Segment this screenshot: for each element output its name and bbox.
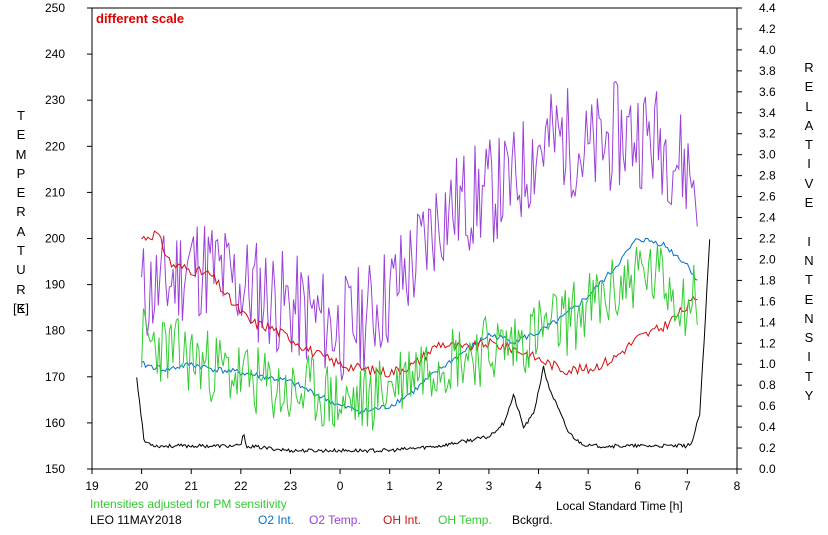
- x-tick-label: 1: [386, 479, 393, 493]
- axis-label-letter: I: [807, 233, 811, 249]
- y-left-tick-label: 180: [45, 324, 65, 338]
- y-right-tick-label: 3.4: [759, 106, 776, 120]
- y-right-tick-label: 0.0: [759, 462, 776, 476]
- y-left-tick-label: 200: [45, 232, 65, 246]
- y-left-tick-label: 190: [45, 278, 65, 292]
- y-right-tick-label: 4.0: [759, 43, 776, 57]
- axes-layer: 19 20 21 22 23 0 1 2 3 4 5 6 7 8150160170180190200210…: [45, 1, 776, 493]
- axis-label-letter: E: [804, 291, 814, 307]
- axis-label-letter: R: [16, 204, 26, 220]
- y-right-tick-label: 3.0: [759, 148, 776, 162]
- axis-label-letter: A: [16, 223, 26, 239]
- scale-note: different scale: [96, 11, 185, 26]
- legend-entry: Bckgrd.: [512, 513, 553, 527]
- y-right-tick-label: 0.4: [759, 420, 776, 434]
- axis-label-letter: L: [805, 98, 813, 114]
- y-left-tick-label: 210: [45, 185, 65, 199]
- y-right-tick-label: 0.2: [759, 441, 776, 455]
- series-line-o2-temp-: [141, 81, 698, 381]
- x-tick-label: 6: [634, 479, 641, 493]
- y-right-tick-label: 2.6: [759, 190, 776, 204]
- axis-label-letter: T: [805, 137, 813, 153]
- axis-label-letter: E: [16, 300, 26, 316]
- footnote: Intensities adjusted for PM sensitivity: [90, 497, 287, 511]
- axis-label-letter: [800, 212, 818, 231]
- y-right-tick-label: 3.2: [759, 127, 776, 141]
- legend-entry: OH Int.: [383, 513, 422, 527]
- x-tick-label: 0: [337, 479, 344, 493]
- y-right-tick-label: 2.0: [759, 252, 776, 266]
- axis-label-letter: T: [805, 368, 813, 384]
- x-tick-label: 5: [585, 479, 592, 493]
- series-layer: [136, 81, 711, 454]
- x-tick-label: 20: [135, 479, 149, 493]
- axis-label-letter: N: [804, 310, 814, 326]
- axis-label-letter: E: [804, 79, 814, 95]
- y-right-tick-label: 3.8: [759, 64, 776, 78]
- y-right-tick-label: 0.6: [759, 399, 776, 413]
- y-right-tick-label: 0.8: [759, 378, 776, 392]
- axis-label-letter: T: [17, 243, 25, 259]
- axis-label-letter: P: [16, 165, 26, 181]
- axis-label-letter: I: [807, 156, 811, 172]
- series-line-o2-int-: [141, 237, 698, 415]
- series-line-oh-int-: [141, 230, 698, 378]
- x-tick-label: 2: [436, 479, 443, 493]
- y-right-tick-label: 3.6: [759, 85, 776, 99]
- axis-label-letter: V: [804, 175, 814, 191]
- y-left-tick-label: 160: [45, 416, 65, 430]
- axis-label-letter: U: [16, 262, 26, 278]
- y-right-tick-label: 2.8: [759, 169, 776, 183]
- plot-frame: [91, 7, 738, 470]
- axis-label-letter: T: [17, 108, 25, 123]
- legend-entry: O2 Temp.: [309, 513, 361, 527]
- y-left-tick-label: 220: [45, 139, 65, 153]
- y-left-tick-label: 150: [45, 462, 65, 476]
- y-left-tick-label: 230: [45, 93, 65, 107]
- axis-label-letter: R: [804, 60, 814, 75]
- y-left-tick-label: 250: [45, 1, 65, 15]
- series-line-oh-temp-: [141, 245, 698, 431]
- x-tick-label: 7: [684, 479, 691, 493]
- legend-entry: O2 Int.: [258, 513, 295, 527]
- x-tick-label: 22: [234, 479, 248, 493]
- axis-label-letter: T: [805, 272, 813, 288]
- axis-label-letter: I: [807, 349, 811, 365]
- y-left-axis-unit: [K]: [13, 301, 29, 316]
- axis-label-letter: E: [16, 185, 26, 201]
- y-right-tick-label: 1.2: [759, 336, 776, 350]
- axis-label-letter: S: [804, 330, 814, 346]
- legend-entry: OH Temp.: [438, 513, 492, 527]
- x-axis-label: Local Standard Time [h]: [556, 499, 683, 513]
- y-right-tick-label: 1.0: [759, 357, 776, 371]
- y-right-tick-label: 1.6: [759, 294, 776, 308]
- x-tick-label: 4: [535, 479, 542, 493]
- station-date: LEO 11MAY2018: [90, 513, 182, 527]
- series-line-bckgrd-: [136, 239, 711, 454]
- axis-label-letter: E: [804, 195, 814, 211]
- y-right-tick-label: 4.4: [759, 1, 776, 15]
- x-tick-label: 3: [486, 479, 493, 493]
- axis-label-letter: N: [804, 252, 814, 268]
- axis-label-letter: A: [804, 117, 814, 133]
- y-left-tick-label: 240: [45, 47, 65, 61]
- x-tick-label: 8: [734, 479, 741, 493]
- axis-label-letter: E: [16, 127, 26, 143]
- y-right-tick-label: 4.2: [759, 22, 776, 36]
- x-tick-label: 21: [185, 479, 199, 493]
- axis-label-letter: M: [15, 146, 27, 162]
- x-tick-label: 23: [284, 479, 298, 493]
- x-tick-label: 19: [85, 479, 99, 493]
- axis-label-letter: R: [16, 281, 26, 297]
- y-right-tick-label: 2.2: [759, 232, 776, 246]
- y-right-tick-label: 1.8: [759, 273, 776, 287]
- axis-label-letter: Y: [804, 388, 814, 404]
- y-right-tick-label: 1.4: [759, 315, 776, 329]
- y-left-tick-label: 170: [45, 370, 65, 384]
- y-right-tick-label: 2.4: [759, 211, 776, 225]
